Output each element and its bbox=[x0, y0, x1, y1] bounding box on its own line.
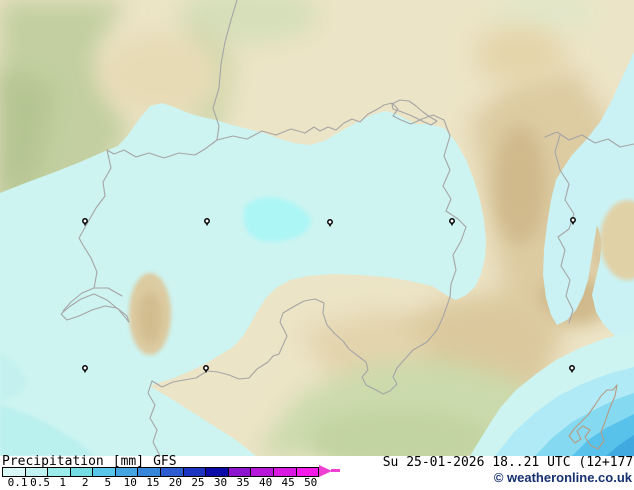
station-marker-tail bbox=[205, 370, 207, 373]
station-marker bbox=[82, 365, 88, 371]
terrain-island bbox=[129, 273, 171, 355]
station-marker bbox=[327, 219, 333, 225]
legend-arrow-icon bbox=[319, 465, 332, 477]
station-marker bbox=[449, 218, 455, 224]
station-marker-tail bbox=[84, 223, 86, 226]
legend-cell bbox=[3, 468, 26, 476]
legend-cell bbox=[25, 468, 49, 476]
station-marker-tail bbox=[451, 223, 453, 226]
legend-cell bbox=[206, 468, 229, 476]
station-marker bbox=[569, 365, 575, 371]
legend-cell bbox=[273, 468, 297, 476]
station-marker-tail bbox=[84, 370, 86, 373]
station-marker bbox=[82, 218, 88, 224]
legend-cell bbox=[93, 468, 116, 476]
legend-cell bbox=[138, 468, 162, 476]
legend-cell bbox=[115, 468, 139, 476]
station-marker bbox=[204, 218, 210, 224]
terrain-blob-right bbox=[600, 200, 634, 280]
legend-arrow-tail bbox=[331, 469, 340, 472]
station-markers bbox=[82, 217, 576, 373]
station-marker bbox=[570, 217, 576, 223]
precip-area-main bbox=[0, 103, 486, 456]
station-marker bbox=[203, 365, 209, 371]
legend-cell bbox=[161, 468, 184, 476]
legend-tick-label: 30 bbox=[213, 476, 228, 489]
legend-cell bbox=[70, 468, 94, 476]
legend-tick-label: 1 bbox=[59, 476, 66, 489]
station-marker-tail bbox=[206, 223, 208, 226]
legend-title: Precipitation [mm] GFS bbox=[2, 454, 186, 469]
legend-arrow bbox=[319, 465, 341, 477]
legend-tick-label: 50 bbox=[304, 476, 318, 489]
legend-tick-label: 15 bbox=[146, 476, 160, 489]
legend-title-text: Precipitation bbox=[2, 454, 104, 469]
legend-tick-label: 0.5 bbox=[30, 476, 51, 489]
legend-tick-label: 20 bbox=[168, 476, 183, 489]
legend-unit: [mm] bbox=[112, 454, 145, 469]
legend-cell bbox=[48, 468, 71, 476]
legend-model: GFS bbox=[153, 454, 177, 469]
legend-cell bbox=[183, 468, 207, 476]
legend-tick-label: 35 bbox=[236, 476, 250, 489]
forecast-datetime: Su 25-01-2026 18..21 UTC (12+177) bbox=[382, 455, 634, 470]
legend-cell bbox=[251, 468, 274, 476]
legend-tick-label: 2 bbox=[81, 476, 89, 489]
legend-cell bbox=[296, 468, 319, 476]
legend-cell bbox=[228, 468, 252, 476]
country-borders bbox=[60, 0, 634, 456]
legend-tick-label: 0.1 bbox=[7, 476, 28, 489]
legend-colorbar bbox=[2, 467, 319, 477]
station-marker-tail bbox=[572, 222, 574, 225]
legend-tick-label: 10 bbox=[123, 476, 137, 489]
precip-spot-left-edge bbox=[0, 352, 28, 402]
station-marker-tail bbox=[571, 370, 573, 373]
weather-map bbox=[0, 0, 634, 456]
legend-tick-label: 25 bbox=[191, 476, 205, 489]
lake-outlines bbox=[568, 384, 618, 450]
copyright: © weatheronline.co.uk bbox=[493, 470, 632, 485]
precip-spot-center bbox=[243, 197, 312, 242]
legend-tick-label: 40 bbox=[258, 476, 273, 489]
legend-tick-label: 45 bbox=[281, 476, 295, 489]
precip-spot-bottom-left bbox=[0, 405, 95, 456]
legend-footer: Precipitation [mm] GFS 0.1 0.5 1 2 5 10 15 20 25 30… bbox=[0, 454, 634, 490]
station-marker-tail bbox=[329, 224, 331, 227]
legend-tick-label: 5 bbox=[104, 476, 112, 489]
terrain-shading bbox=[0, 0, 632, 456]
map-area bbox=[0, 0, 634, 456]
